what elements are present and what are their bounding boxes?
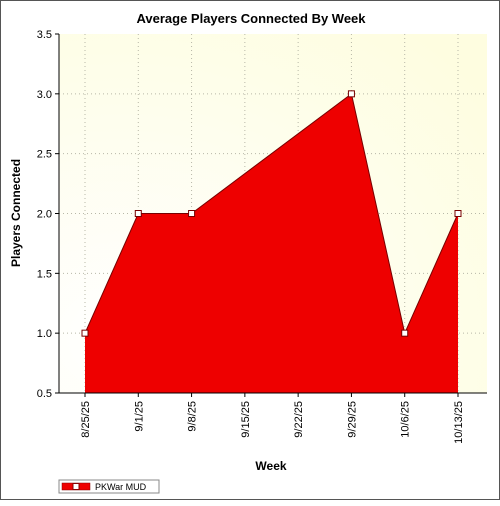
y-tick-label: 3.0 [37,89,52,101]
area-fill [85,93,458,393]
y-tick-label: 3.5 [37,29,52,41]
y-axis-label: Players Connected [9,159,23,267]
data-point-marker [134,210,142,217]
x-tick-label: 9/1/25 [133,401,145,432]
chart-title: Average Players Connected By Week [136,11,366,26]
data-point-marker [188,210,196,217]
data-point-marker [454,210,462,217]
legend-marker [72,483,80,490]
y-tick-label: 1.0 [37,328,52,340]
series-area [84,92,459,393]
x-axis-ticks: 8/25/25 9/1/25 9/8/25 9/15/25 9/22/25 9/29/25… [80,393,465,444]
legend-label: PKWar MUD [95,482,147,492]
data-point-marker [347,90,355,98]
legend: PKWar MUD [58,479,160,494]
x-tick-label: 10/6/25 [400,401,412,438]
data-point-marker [81,329,89,337]
area-line [84,92,459,335]
y-tick-label: 2.5 [37,149,52,161]
y-axis-ticks: 0.5 1.0 1.5 2.0 2.5 3.0 3.5 [37,29,59,400]
y-tick-label: 1.5 [37,268,52,280]
x-tick-label: 9/22/25 [293,401,305,438]
x-tick-label: 9/15/25 [240,401,252,438]
y-tick-label: 2.0 [37,209,52,221]
series-markers [81,90,462,337]
y-tick-label: 0.5 [37,388,52,400]
data-point-marker [401,329,409,337]
x-tick-label: 9/8/25 [187,401,199,432]
x-axis-label: Week [255,459,286,473]
x-tick-label: 8/25/25 [80,401,92,438]
x-tick-label: 10/13/25 [453,401,465,444]
x-tick-label: 9/29/25 [346,401,358,438]
